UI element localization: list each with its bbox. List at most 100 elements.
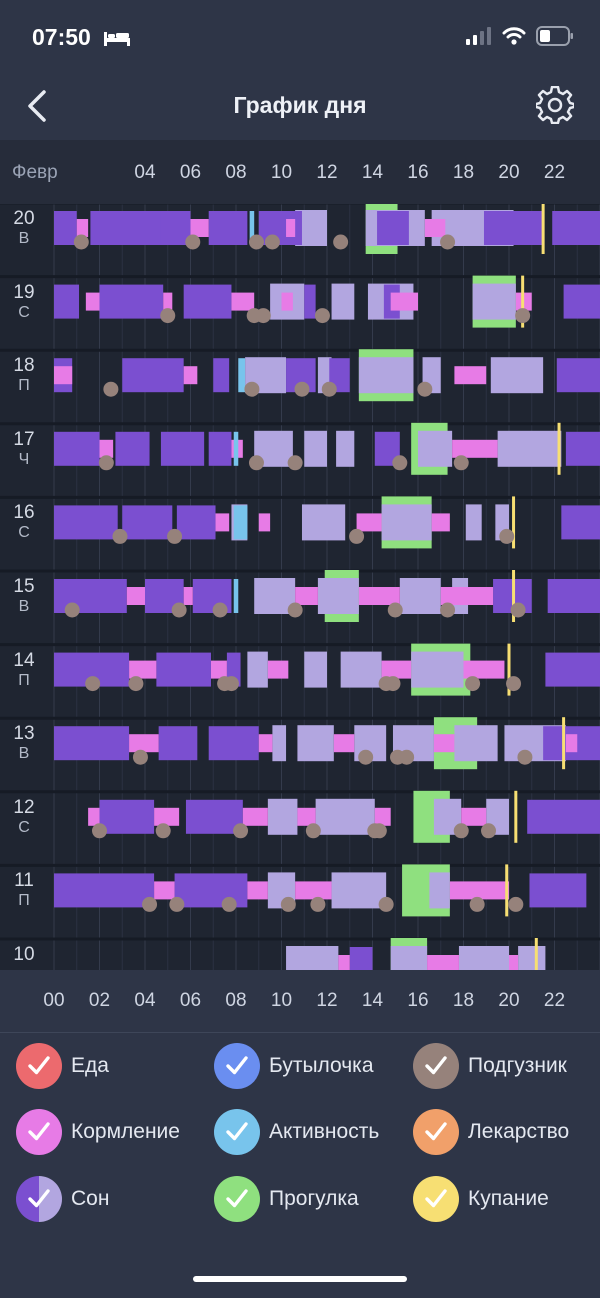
day-number: 16 xyxy=(13,502,35,524)
legend-item[interactable]: Кормление xyxy=(16,1109,180,1155)
bath-mark xyxy=(505,864,509,917)
legend-checkbox[interactable] xyxy=(16,1109,62,1155)
checkmark-icon xyxy=(425,1122,447,1141)
diaper-dot xyxy=(385,676,401,692)
light-sleep-bar xyxy=(358,357,414,394)
legend-checkbox[interactable] xyxy=(214,1109,260,1155)
light-sleep-bar xyxy=(518,946,546,970)
legend-item[interactable]: Бутылочка xyxy=(214,1043,374,1089)
legend-label: Лекарство xyxy=(468,1120,570,1143)
sleep-bar xyxy=(54,284,80,319)
feeding-bar xyxy=(54,366,73,385)
diaper-dot xyxy=(92,823,107,839)
legend-checkbox[interactable] xyxy=(413,1043,459,1089)
feeding-bar xyxy=(433,734,455,753)
legend-checkbox[interactable] xyxy=(413,1109,459,1155)
sleep-bar xyxy=(545,652,600,687)
feeding-bar xyxy=(154,881,175,900)
feeding-bar xyxy=(509,955,519,970)
day-schedule-chart[interactable]: Февр 04 06 08 10 12 14 16 18 20 22 20 В 19 С 18 П 17 Ч 16… xyxy=(0,140,600,970)
light-sleep-bar xyxy=(297,725,334,762)
diaper-dot xyxy=(264,234,280,250)
day-number: 18 xyxy=(13,355,35,377)
diaper-dot xyxy=(453,455,469,471)
diaper-dot xyxy=(169,896,185,912)
sleep-bar xyxy=(208,211,248,245)
diaper-dot xyxy=(244,381,260,397)
light-sleep-bar xyxy=(272,725,287,762)
diaper-dot xyxy=(160,308,176,324)
bottom-tick-label: 22 xyxy=(543,990,566,1011)
legend-label: Кормление xyxy=(71,1120,180,1143)
day-number: 10 xyxy=(13,944,35,965)
feeding-bar xyxy=(295,587,318,605)
bottom-tick-label: 08 xyxy=(225,990,247,1011)
bath-mark xyxy=(557,422,561,475)
legend-item[interactable]: Прогулка xyxy=(214,1176,359,1222)
feeding-bar xyxy=(461,807,487,826)
bottom-tick-label: 12 xyxy=(316,990,338,1011)
feeding-bar xyxy=(281,292,293,311)
activity-bar xyxy=(233,431,239,466)
bath-mark xyxy=(512,496,516,549)
weekday-letter: С xyxy=(18,818,30,836)
diaper-dot xyxy=(212,602,228,618)
diaper-dot xyxy=(155,823,171,839)
feeding-bar xyxy=(338,955,350,970)
legend-checkbox[interactable] xyxy=(16,1043,62,1089)
feeding-bar xyxy=(333,734,355,753)
legend-item[interactable]: Подгузник xyxy=(413,1043,567,1089)
diaper-dot xyxy=(508,896,524,912)
diaper-dot xyxy=(287,602,303,618)
top-time-axis: Февр 04 06 08 10 12 14 16 18 20 22 xyxy=(0,140,600,204)
light-sleep-bar xyxy=(331,283,355,320)
day-number: 13 xyxy=(13,723,35,745)
light-sleep-bar xyxy=(247,651,268,688)
sleep-bar xyxy=(160,431,205,466)
day-number: 19 xyxy=(13,281,35,303)
sleep-bar xyxy=(99,284,164,319)
light-sleep-bar xyxy=(317,578,359,614)
feeding-bar xyxy=(452,439,498,458)
feeding-bar xyxy=(85,292,100,311)
legend-checkbox[interactable] xyxy=(214,1176,260,1222)
page-title: График дня xyxy=(233,92,367,118)
day-row-label: 13 В xyxy=(0,723,48,763)
sleep-bar xyxy=(54,211,77,245)
bath-mark xyxy=(514,790,518,843)
chevron-left-icon[interactable] xyxy=(22,88,52,124)
sleep-bar xyxy=(122,505,173,540)
status-bar: 07:50 xyxy=(0,0,600,76)
checkmark-icon xyxy=(425,1056,447,1075)
day-number: 17 xyxy=(13,428,35,450)
diaper-dot xyxy=(255,308,271,324)
legend-item[interactable]: Активность xyxy=(214,1109,379,1155)
diaper-dot xyxy=(221,896,237,912)
legend-checkbox[interactable] xyxy=(16,1176,62,1222)
feeding-bar xyxy=(242,807,268,826)
sleep-bar xyxy=(176,505,216,540)
legend-checkbox[interactable] xyxy=(413,1176,459,1222)
diaper-dot xyxy=(85,676,101,692)
day-number: 14 xyxy=(13,649,35,671)
legend-item[interactable]: Купание xyxy=(413,1176,549,1222)
diaper-dot xyxy=(98,455,114,471)
feeding-bar xyxy=(258,734,273,753)
day-row-label: 12 С xyxy=(0,797,48,837)
feeding-bar xyxy=(129,734,159,753)
legend-label: Еда xyxy=(71,1054,109,1077)
feeding-bar xyxy=(210,660,227,679)
legend-checkbox[interactable] xyxy=(214,1043,260,1089)
diaper-dot xyxy=(112,528,128,544)
gear-icon[interactable] xyxy=(536,86,574,124)
top-tick-label: 22 xyxy=(543,162,566,183)
diaper-dot xyxy=(142,896,158,912)
checkmark-icon xyxy=(28,1056,50,1075)
legend-item[interactable]: Сон xyxy=(16,1176,109,1222)
sleep-bar xyxy=(563,284,600,319)
top-tick-label: 20 xyxy=(498,162,520,183)
legend-item[interactable]: Еда xyxy=(16,1043,109,1089)
feeding-bar xyxy=(183,587,193,605)
legend-item[interactable]: Лекарство xyxy=(413,1109,569,1155)
feeding-bar xyxy=(390,292,418,311)
